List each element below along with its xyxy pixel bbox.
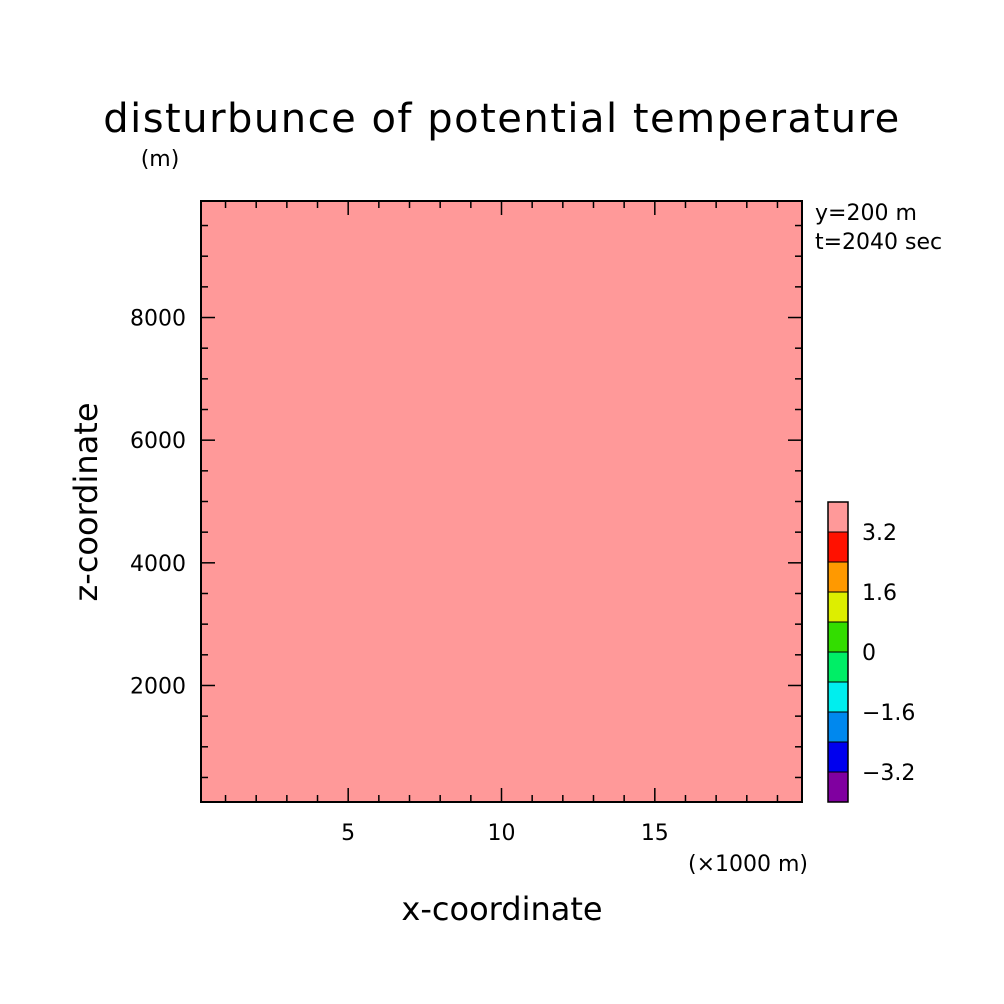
- colorbar-swatch: [828, 532, 848, 562]
- y-tick-label: 8000: [130, 307, 186, 332]
- colorbar: 3.2 1.6 0 −1.6 −3.2: [827, 501, 915, 803]
- colorbar-swatch: [828, 742, 848, 772]
- colorbar-swatch: [828, 622, 848, 652]
- plot-field: [201, 201, 802, 802]
- y-axis-label: z-coordinate: [67, 402, 105, 601]
- colorbar-swatch: [828, 592, 848, 622]
- annotation-t: t=2040 sec: [815, 230, 942, 255]
- colorbar-tick-label: 1.6: [862, 581, 897, 606]
- x-axis-label: x-coordinate: [401, 890, 602, 928]
- colorbar-tick-label: 0: [862, 641, 876, 666]
- axis-ticks: [201, 201, 802, 802]
- tick-labels: 5 10 15 2000 4000 6000 8000: [130, 307, 669, 846]
- x-tick-label: 10: [488, 821, 516, 846]
- colorbar-swatch: [828, 772, 848, 802]
- annotation-y: y=200 m: [815, 201, 917, 226]
- colorbar-tick-label: −3.2: [862, 761, 915, 786]
- chart-title: disturbunce of potential temperature: [103, 96, 901, 142]
- colorbar-tick-label: −1.6: [862, 701, 915, 726]
- colorbar-swatch: [828, 652, 848, 682]
- plot-frame: [200, 200, 803, 803]
- x-tick-label: 5: [341, 821, 355, 846]
- x-unit-label: (×1000 m): [688, 852, 808, 877]
- y-tick-label: 4000: [130, 552, 186, 577]
- colorbar-swatch: [828, 562, 848, 592]
- colorbar-swatch: [828, 712, 848, 742]
- colorbar-swatch: [828, 502, 848, 532]
- y-unit-label: (m): [141, 147, 180, 172]
- colorbar-swatch: [828, 682, 848, 712]
- colorbar-tick-label: 3.2: [862, 521, 897, 546]
- y-tick-label: 6000: [130, 429, 186, 454]
- x-tick-label: 15: [641, 821, 669, 846]
- y-tick-label: 2000: [130, 674, 186, 699]
